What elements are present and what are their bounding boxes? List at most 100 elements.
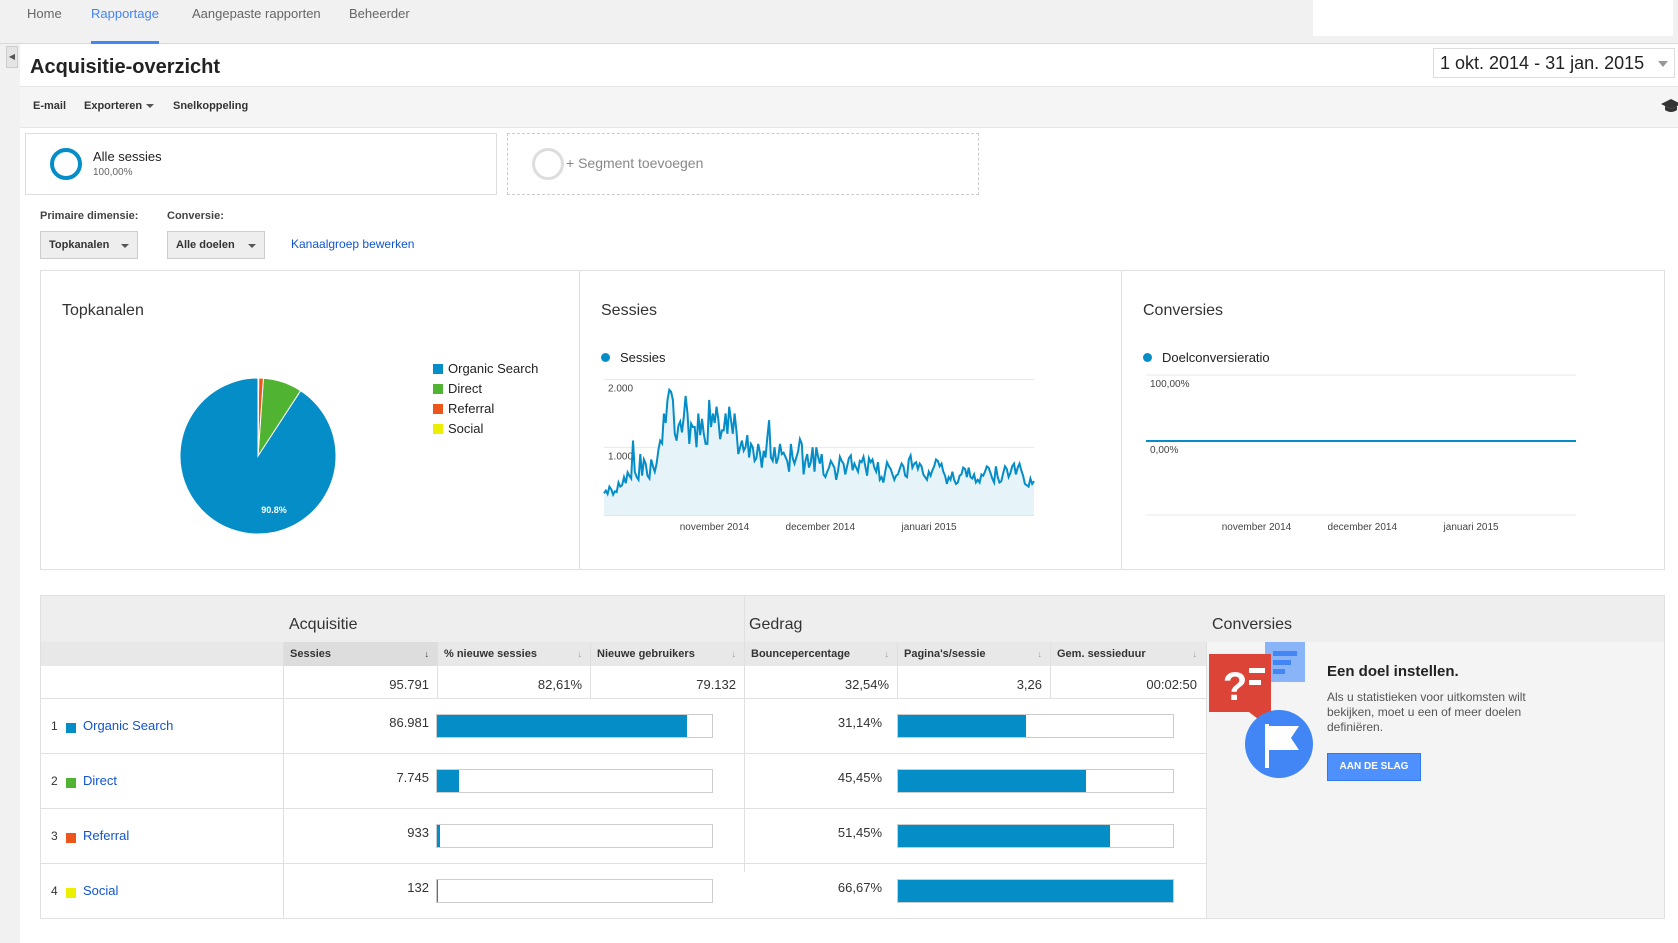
conversions-group-header: Conversies <box>1206 596 1664 642</box>
sort-arrow-icon: ↓ <box>731 649 737 659</box>
column-new-sessions-pct[interactable]: % nieuwe sessies ↓ <box>437 642 590 666</box>
date-range-picker[interactable]: 1 okt. 2014 - 31 jan. 2015 <box>1433 48 1675 78</box>
y-tick-label: 2.000 <box>608 384 633 395</box>
sessions-area-fill <box>604 389 1034 515</box>
tab-aangepaste-rapporten[interactable]: Aangepaste rapporten <box>192 6 321 21</box>
column-divider <box>283 642 284 918</box>
graduation-cap-icon[interactable] <box>1660 97 1678 115</box>
column-sessies[interactable]: Sessies ↓ <box>283 642 437 666</box>
pie-slice-social[interactable] <box>257 377 260 457</box>
column-label: Bouncepercentage <box>751 648 851 660</box>
conversions-legend: Doelconversieratio <box>1143 350 1270 365</box>
add-segment-button[interactable]: + Segment toevoegen <box>507 133 979 195</box>
row-bounce: 66,67% <box>837 880 882 895</box>
row-bounce: 31,14% <box>837 715 882 730</box>
table-row: 4 Social 132 66,67% <box>41 863 1206 918</box>
segment-percent: 100,00% <box>93 167 133 178</box>
conversions-chart-panel: Conversies Doelconversieratio 100,00% 0,0… <box>1121 271 1664 569</box>
group-gedrag: Gedrag <box>749 616 803 633</box>
row-channel-link[interactable]: Organic Search <box>83 718 174 733</box>
row-sessions: 7.745 <box>396 770 429 785</box>
row-number: 1 <box>51 719 58 733</box>
sessions-series-line[interactable] <box>603 387 1035 498</box>
total-new-sessions-pct: 82,61% <box>537 677 582 692</box>
collapse-sidebar-icon[interactable]: ◀ <box>6 46 18 68</box>
sort-arrow-icon: ↓ <box>577 649 583 659</box>
column-header-row <box>41 642 1206 666</box>
chevron-down-icon <box>1658 61 1668 67</box>
email-button[interactable]: E-mail <box>33 100 67 112</box>
legend-swatch <box>433 404 443 414</box>
chevron-down-icon <box>146 104 155 109</box>
sort-arrow-icon: ↓ <box>1192 649 1198 659</box>
primary-dimension-label: Primaire dimensie: <box>40 210 139 222</box>
total-sessions: 95.791 <box>389 677 429 692</box>
sessions-bar <box>436 824 713 848</box>
pie-chart-title: Topkanalen <box>62 302 144 319</box>
conversion-value: Alle doelen <box>176 239 235 251</box>
legend-label: Direct <box>448 381 482 396</box>
row-channel-link[interactable]: Referral <box>83 828 130 843</box>
tab-home[interactable]: Home <box>27 6 62 21</box>
bounce-bar-fill <box>898 825 1110 847</box>
sessions-chart-panel: Sessies Sessies 2.000 1.000 november 2014 d… <box>579 271 1121 569</box>
segment-all-sessions[interactable]: Alle sessies 100,00% <box>25 133 497 195</box>
conversions-chart-title: Conversies <box>1143 302 1224 319</box>
group-conversies: Conversies <box>1212 616 1293 633</box>
legend-item-referral[interactable]: Referral <box>433 401 494 416</box>
row-channel-link[interactable]: Social <box>83 883 119 898</box>
sessions-chart: 2.000 1.000 november 2014 december 2014 janu… <box>603 379 1035 533</box>
column-avg-duration[interactable]: Gem. sessieduur ↓ <box>1050 642 1205 666</box>
sessions-bar-fill <box>437 880 438 902</box>
legend-dot <box>1143 353 1152 362</box>
row-sessions: 933 <box>407 825 429 840</box>
top-nav: Home Rapportage Aangepaste rapporten Beh… <box>0 0 1678 44</box>
row-color-swatch <box>66 888 76 898</box>
conversion-dropdown[interactable]: Alle doelen <box>167 231 265 259</box>
export-button[interactable]: Exporteren <box>84 100 155 112</box>
legend-label: Social <box>448 421 484 436</box>
left-rail <box>0 44 20 943</box>
column-bounce-rate[interactable]: Bouncepercentage ↓ <box>744 642 897 666</box>
row-sessions: 86.981 <box>389 715 429 730</box>
legend-item-social[interactable]: Social <box>433 421 483 436</box>
sessions-bar-fill <box>437 825 440 847</box>
bounce-bar <box>897 879 1174 903</box>
y-tick-label: 1.000 <box>608 451 633 462</box>
account-selector[interactable] <box>1313 0 1673 36</box>
primary-dimension-value: Topkanalen <box>49 239 110 251</box>
goal-description: Als u statistieken voor uitkomsten wilt … <box>1327 690 1526 734</box>
column-divider <box>1050 642 1051 698</box>
shortcut-button[interactable]: Snelkoppeling <box>173 100 249 112</box>
group-acquisitie: Acquisitie <box>289 616 358 633</box>
x-tick-label: november 2014 <box>680 522 750 533</box>
row-number: 2 <box>51 774 58 788</box>
goal-illustration-icon: ? <box>1209 642 1313 778</box>
y-tick-label: 0,00% <box>1150 445 1178 456</box>
column-label: Nieuwe gebruikers <box>597 648 695 660</box>
legend-item-direct[interactable]: Direct <box>433 381 482 396</box>
x-tick-label: december 2014 <box>786 522 856 533</box>
page-title: Acquisitie-overzicht <box>30 56 221 78</box>
column-new-users[interactable]: Nieuwe gebruikers ↓ <box>590 642 744 666</box>
goal-title: Een doel instellen. <box>1327 663 1459 680</box>
pie-slice-label: 90.8% <box>261 505 287 515</box>
row-channel-link[interactable]: Direct <box>83 773 117 788</box>
edit-channel-group-link[interactable]: Kanaalgroep bewerken <box>291 237 415 251</box>
tab-rapportage[interactable]: Rapportage <box>91 0 159 44</box>
tab-beheerder[interactable]: Beheerder <box>349 6 410 21</box>
row-number: 4 <box>51 884 58 898</box>
legend-swatch <box>433 364 443 374</box>
total-avg-duration: 00:02:50 <box>1146 677 1197 692</box>
column-pages-per-session[interactable]: Pagina's/sessie ↓ <box>897 642 1050 666</box>
primary-dimension-dropdown[interactable]: Topkanalen <box>40 231 138 259</box>
row-color-swatch <box>66 833 76 843</box>
legend-item-organic[interactable]: Organic Search <box>433 361 538 376</box>
sessions-bar-fill <box>437 770 459 792</box>
column-divider <box>437 642 438 698</box>
sessions-chart-title: Sessies <box>601 302 658 319</box>
segment-name: Alle sessies <box>93 149 162 164</box>
get-started-button[interactable]: AAN DE SLAG <box>1327 753 1421 781</box>
pie-chart: 90.8% <box>179 377 337 535</box>
pie-chart-panel: Topkanalen 90.8% Organic Search Direct R… <box>41 271 579 569</box>
